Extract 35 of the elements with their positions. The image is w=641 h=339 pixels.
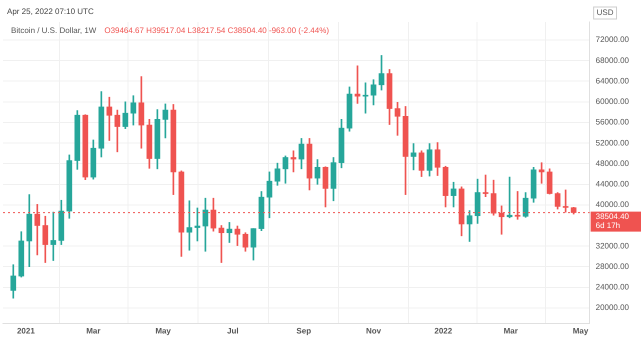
y-tick-label: 72000.00 xyxy=(596,35,630,44)
candlestick xyxy=(354,65,360,104)
x-tick-label: Mar xyxy=(86,326,100,336)
x-tick-label: May xyxy=(572,326,589,336)
y-tick-label: 24000.00 xyxy=(596,282,630,292)
y-tick-label: 64000.00 xyxy=(596,76,630,86)
candlestick xyxy=(482,174,488,197)
x-tick-label: Nov xyxy=(366,326,382,336)
y-tick-label: 56000.00 xyxy=(596,118,630,127)
x-tick-label: Jul xyxy=(227,326,239,336)
x-tick-label: Sep xyxy=(296,326,312,336)
candlestick xyxy=(362,82,368,114)
y-tick-label: 44000.00 xyxy=(596,179,630,188)
y-tick-label: 52000.00 xyxy=(596,138,630,148)
x-tick-label: Mar xyxy=(504,326,518,336)
candlestick xyxy=(290,150,296,172)
text: Bitcoin / U.S. Dollar, 1W xyxy=(11,26,97,36)
x-tick-label: May xyxy=(155,326,172,336)
x-tick-label: 2021 xyxy=(16,326,36,336)
y-tick-label: 60000.00 xyxy=(596,97,630,106)
y-tick-label: 48000.00 xyxy=(596,158,630,168)
y-tick-label: 40000.00 xyxy=(596,200,630,210)
candlestick xyxy=(234,226,240,246)
text: 6d 17h xyxy=(596,220,620,230)
ref-line-label: 38504.40 xyxy=(596,212,630,221)
candlestick xyxy=(410,143,416,170)
x-tick-label: 2022 xyxy=(434,326,453,336)
y-tick-label: 32000.00 xyxy=(596,241,630,250)
text: O39464.67 H39517.04 L38217.54 C38504.40 -963.00 (-2.44%) xyxy=(104,26,330,36)
y-tick-label: 20000.00 xyxy=(596,303,630,312)
candlestick xyxy=(394,102,400,136)
y-tick-label: 28000.00 xyxy=(596,262,630,271)
y-tick-label: 68000.00 xyxy=(596,56,630,65)
text: USD xyxy=(596,8,614,18)
text: Apr 25, 2022 07:10 UTC xyxy=(7,7,94,16)
